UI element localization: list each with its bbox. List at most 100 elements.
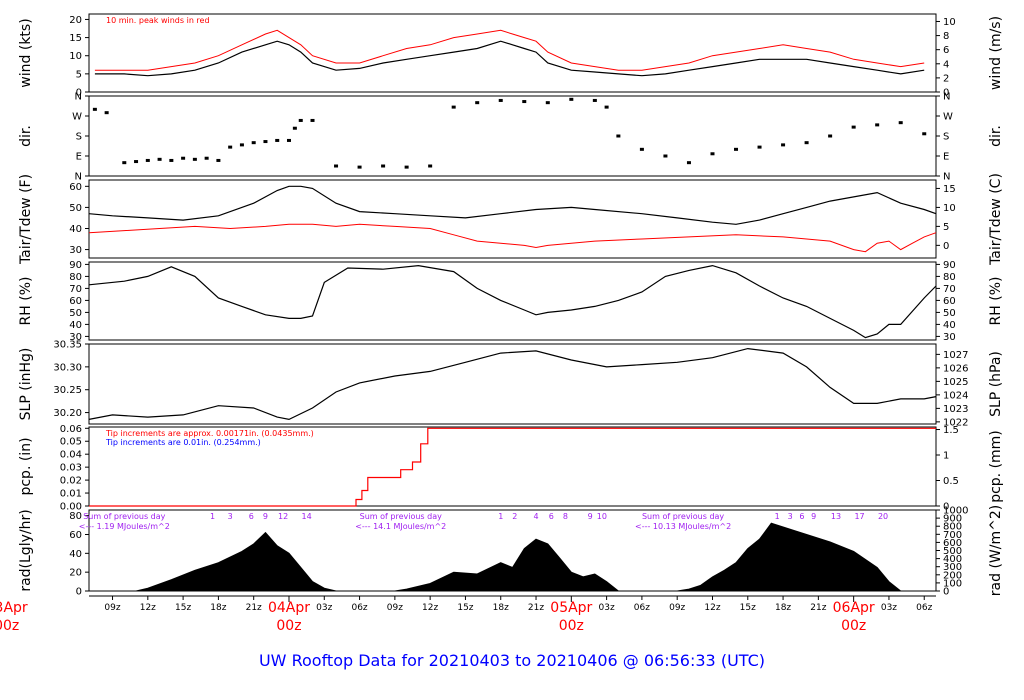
rh-left-tick-label: 40 — [69, 320, 82, 331]
dir-point — [92, 107, 97, 111]
wind-ylabel-right: wind (m/s) — [988, 16, 1004, 90]
rad-left-tick-label: 20 — [69, 568, 82, 579]
dir-point — [181, 156, 186, 160]
slp-ylabel-left: SLP (inHg) — [18, 348, 34, 421]
rad-sum-note-line2: <--- 10.13 MJoules/m^2 — [635, 522, 731, 531]
rh-series-0 — [88, 264, 937, 339]
temp-right-tick-label: 5 — [943, 222, 949, 233]
slp-right-tick-label: 1024 — [943, 390, 968, 401]
chart-title: UW Rooftop Data for 20210403 to 20210406… — [259, 651, 765, 670]
time-axis: 09z 12z 15z 18z 21z 03z 06z 09z 12z 15z 18z 21z 03z 0… — [0, 595, 936, 634]
day-label-top: 03Apr — [0, 600, 28, 616]
dir-point — [298, 118, 303, 122]
wind-series-0 — [94, 40, 925, 77]
rad-hour-mark: 3 — [228, 512, 233, 521]
rad-right-tick-label: 0 — [943, 587, 949, 598]
dir-point — [145, 158, 150, 162]
pcp-left-tick-label: 0.01 — [60, 489, 82, 500]
dir-point — [286, 138, 291, 142]
hour-tick-label: 12z — [704, 603, 720, 613]
temp-right-tick-label: 15 — [943, 184, 956, 195]
dir-ylabel-right: dir. — [988, 125, 1004, 147]
rh-right-tick-label: 50 — [943, 308, 956, 319]
temp-left-tick-label: 30 — [69, 245, 82, 256]
rad-left-tick-label: 0 — [76, 587, 82, 598]
panel-slp: 30.20 30.25 30.30 30.35 1022 1023 1024 1025 1026… — [18, 340, 1004, 429]
dir-point — [545, 101, 550, 105]
dir-point — [569, 97, 574, 101]
temp-series-0 — [88, 185, 937, 225]
dir-point — [898, 121, 903, 125]
wind-right-tick-label: 2 — [943, 73, 949, 84]
panel-pcp: 0.00 0.01 0.02 0.03 0.04 0.05 0.06 0 0.5 1 1.5 pcp.… — [18, 424, 1004, 513]
hour-tick-label: 09z — [669, 603, 685, 613]
slp-series-0 — [88, 347, 937, 421]
rad-hour-mark: 4 — [533, 512, 538, 521]
hour-tick-label: 06z — [916, 603, 932, 613]
dir-point — [804, 141, 809, 145]
wind-left-tick-label: 0 — [76, 88, 82, 99]
pcp-right-tick-label: 0 — [943, 502, 949, 513]
slp-left-tick-label: 30.30 — [53, 362, 82, 373]
dir-point — [169, 158, 174, 162]
hour-tick-label: 15z — [740, 603, 756, 613]
rad-hour-mark: 3 — [788, 512, 793, 521]
hour-tick-label: 03z — [599, 603, 615, 613]
dir-point — [404, 165, 409, 169]
dir-point — [334, 164, 339, 168]
wind-right-tick-label: 6 — [943, 45, 949, 56]
temp-left-tick-label: 40 — [69, 224, 82, 235]
dir-frame — [88, 95, 937, 177]
temp-frame — [88, 179, 937, 259]
pcp-left-tick-label: 0.06 — [60, 424, 82, 435]
rh-left-tick-label: 60 — [69, 296, 82, 307]
rad-right-tick-label: 800 — [943, 522, 962, 533]
rh-left-tick-label: 90 — [69, 260, 82, 271]
dir-point — [428, 164, 433, 168]
dir-point — [616, 134, 621, 138]
day-label-bottom: 00z — [841, 618, 866, 634]
pcp-left-tick-label: 0.00 — [60, 502, 82, 513]
dir-point — [104, 111, 109, 115]
rad-hour-mark: 9 — [263, 512, 268, 521]
slp-ylabel-right: SLP (hPa) — [988, 351, 1004, 417]
rh-left-tick-label: 50 — [69, 308, 82, 319]
rad-sum-note-line1: Sum of previous day — [642, 512, 724, 521]
rh-left-tick-label: 30 — [69, 332, 82, 343]
rad-left-tick-label: 80 — [69, 511, 82, 522]
rad-left-tick-label: 60 — [69, 530, 82, 541]
day-label-top: 06Apr — [833, 600, 875, 616]
pcp-annotation-red: Tip increments are approx. 0.00171in. (0… — [105, 429, 314, 438]
panel-temp: 30 40 50 60 0 5 10 15 Tair/Tdew (F) Tair/Tdew (C) — [18, 173, 1004, 266]
temp-ylabel-left: Tair/Tdew (F) — [18, 174, 34, 265]
dir-point — [192, 157, 197, 161]
pcp-left-tick-label: 0.03 — [60, 463, 82, 474]
pcp-right-tick-label: 1 — [943, 451, 949, 462]
pcp-right-tick-label: 1.5 — [943, 425, 959, 436]
pcp-series-0 — [89, 427, 936, 507]
temp-ylabel-right: Tair/Tdew (C) — [988, 173, 1004, 266]
hour-tick-label: 06z — [351, 603, 367, 613]
rad-left-tick-label: 40 — [69, 549, 82, 560]
rad-sum-note-line2: <--- 14.1 MJoules/m^2 — [355, 522, 446, 531]
day-label-bottom: 00z — [559, 618, 584, 634]
rad-hour-mark: 9 — [811, 512, 816, 521]
rad-right-tick-label: 300 — [943, 562, 962, 573]
rad-hour-mark: 20 — [878, 512, 888, 521]
rad-area-0 — [89, 522, 936, 592]
dir-point — [263, 140, 268, 144]
rad-ylabel-left: rad(Lgly/hr) — [18, 509, 34, 591]
hour-tick-label: 03z — [316, 603, 332, 613]
rh-right-tick-label: 80 — [943, 272, 956, 283]
dir-point — [757, 145, 762, 149]
temp-series-1 — [88, 223, 937, 253]
day-label-bottom: 00z — [276, 618, 301, 634]
rad-right-tick-label: 900 — [943, 514, 962, 525]
hour-tick-label: 18z — [775, 603, 791, 613]
panel-rad: 0204060800100200300400500600700800900100… — [18, 505, 1004, 598]
dir-point — [292, 126, 297, 130]
day-label-bottom: 00z — [0, 618, 19, 634]
wind-right-tick-label: 4 — [943, 59, 949, 70]
dir-left-tick-label: S — [76, 132, 82, 143]
